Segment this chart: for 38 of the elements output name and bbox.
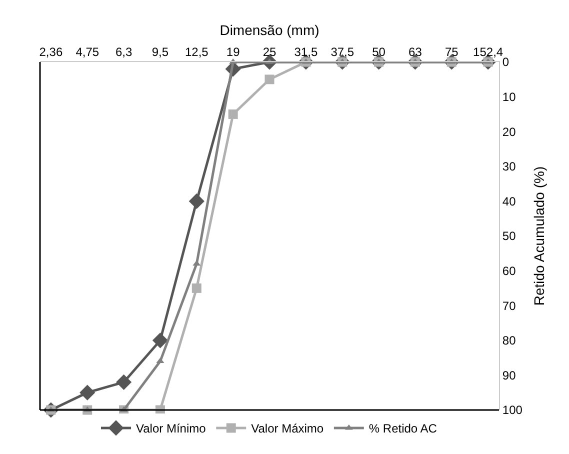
y-axis-title: Retido Acumulado (%) — [531, 166, 547, 306]
x-tick-label: 6,3 — [115, 45, 132, 60]
x-tick-label: 25 — [262, 45, 276, 60]
point — [156, 358, 164, 364]
point — [264, 74, 274, 84]
y-tick-label: 20 — [502, 124, 516, 139]
point — [152, 332, 168, 348]
y-tick-label: 0 — [502, 55, 510, 70]
x-tick-label: 19 — [226, 45, 240, 60]
y-tick-label: 40 — [502, 194, 516, 208]
y-tick-label: 60 — [502, 264, 516, 278]
legend-label: Valor Máximo — [251, 422, 324, 436]
y-tick-label: 50 — [502, 229, 516, 244]
x-tick-label: 31,5 — [294, 45, 318, 60]
y-tick-label: 100 — [502, 403, 523, 418]
point — [188, 193, 204, 209]
point — [116, 374, 132, 390]
x-tick-label: 37,5 — [330, 45, 354, 60]
point — [192, 260, 201, 266]
x-tick-label: 2,36 — [39, 45, 63, 60]
x-tick-label: 9,5 — [152, 45, 169, 60]
y-tick-label: 70 — [502, 298, 516, 313]
x-tick-label: 75 — [444, 45, 459, 60]
y-tick-label: 10 — [502, 90, 516, 104]
x-tick-label: 152,4 — [473, 45, 504, 60]
legend-label: Valor Mínimo — [136, 422, 206, 436]
point — [228, 109, 238, 119]
y-tick-label: 30 — [502, 160, 516, 174]
x-axis-title: Dimensão (mm) — [220, 22, 320, 38]
x-tick-label: 12,5 — [184, 45, 209, 60]
x-tick-label: 63 — [408, 45, 422, 60]
x-tick-label: 50 — [372, 45, 386, 60]
legend-label: % Retido AC — [368, 422, 438, 436]
x-tick-label: 4,75 — [76, 45, 100, 60]
y-tick-label: 80 — [502, 334, 516, 348]
y-tick-label: 90 — [502, 368, 516, 382]
point — [192, 283, 202, 293]
point — [80, 384, 96, 400]
